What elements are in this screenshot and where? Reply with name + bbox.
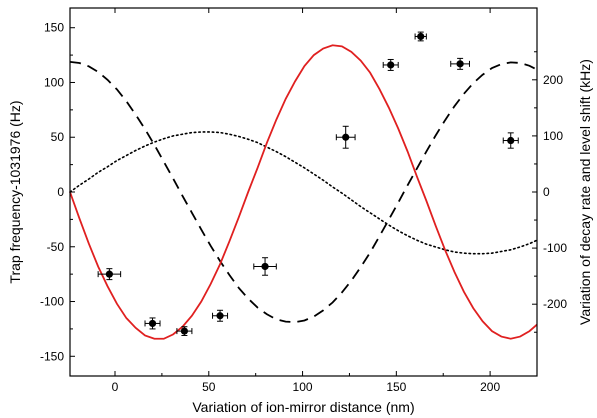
y-tick-label: 100 [44,75,64,89]
data-marker [417,32,425,41]
x-tick-label: 200 [480,380,500,394]
data-point [382,58,399,71]
y-tick-label: 0 [57,185,64,199]
curves-layer [69,44,538,340]
data-marker [342,133,350,141]
y2-tick-label: -200 [543,297,567,311]
data-point [414,31,427,42]
data-marker [387,61,395,69]
x-tick-label: 0 [112,380,119,394]
data-point [450,57,470,70]
y-tick-label: -50 [47,240,65,254]
dashed-curve [69,60,538,324]
fit-curve [69,44,538,340]
x-tick-label: 100 [293,380,313,394]
y2-axis-label: Variation of decay rate and level shift … [577,59,593,325]
y-tick-label: 50 [51,130,65,144]
data-point [253,257,277,276]
y2-tick-label: 100 [543,129,563,143]
x-tick-label: 150 [386,380,406,394]
data-point [335,125,356,149]
y2-tick-label: 0 [543,185,550,199]
y-axis-label: Trap frequency-1031976 (Hz) [7,100,23,283]
y-tick-label: 150 [44,21,64,35]
y-tick-label: -150 [40,349,64,363]
data-marker [216,312,224,320]
x-axis-label: Variation of ion-mirror distance (nm) [192,399,414,415]
y-tick-label: -100 [40,295,64,309]
data-marker [507,136,515,145]
data-point [212,309,229,322]
data-marker [148,319,157,328]
data-marker [180,327,189,335]
y2-tick-label: -100 [543,241,567,255]
data-point [97,268,122,281]
x-tick-label: 50 [202,380,216,394]
axes-layer: 0 50 100 150 200 -150 -100 -50 0 50 100 150 -200 -100… [40,7,567,394]
data-point [144,317,161,330]
data-point [502,132,519,149]
data-point [176,326,193,336]
data-marker [456,60,464,68]
y2-tick-label: 200 [543,73,563,87]
data-marker [105,270,113,278]
measurements-layer [97,31,519,336]
dotted-curve [69,131,538,255]
data-marker [261,262,269,271]
